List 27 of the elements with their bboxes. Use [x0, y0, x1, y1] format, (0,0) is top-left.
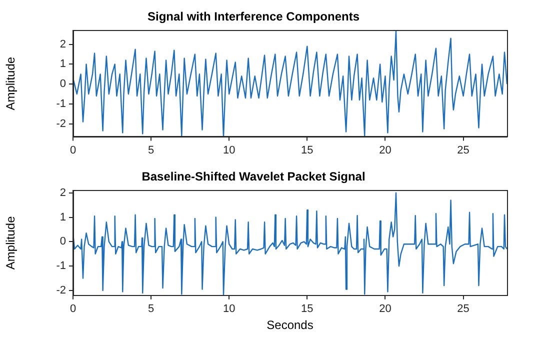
y-tick-label: 0: [60, 236, 66, 248]
x-tick-label: 5: [148, 303, 154, 316]
y-tick-label: 0: [60, 78, 66, 90]
y-tick-label: -2: [56, 118, 66, 130]
x-tick-label: 10: [222, 144, 236, 156]
chart-title: Baseline-Shifted Wavelet Packet Signal: [142, 170, 366, 184]
x-tick-label: 10: [222, 303, 236, 316]
x-tick-label: 15: [301, 144, 314, 156]
y-tick-label: -2: [56, 284, 66, 297]
y-tick-label: -1: [56, 260, 66, 272]
y-tick-label: 1: [60, 58, 66, 70]
x-axis-title: Seconds: [266, 318, 314, 332]
y-tick-label: 2: [60, 186, 66, 199]
x-tick-label: 15: [301, 303, 314, 316]
y-axis-title: Amplitude: [4, 216, 18, 270]
x-tick-label: 25: [457, 303, 470, 316]
x-tick-label: 20: [379, 144, 392, 156]
y-axis-title: Amplitude: [4, 56, 18, 110]
x-tick-label: 25: [457, 144, 470, 156]
x-tick-label: 20: [379, 303, 392, 316]
y-tick-label: 2: [60, 38, 66, 50]
x-tick-label: 0: [70, 303, 76, 316]
x-tick-label: 5: [148, 144, 154, 156]
y-tick-label: 1: [60, 211, 66, 224]
x-tick-label: 0: [70, 144, 76, 156]
y-tick-label: -1: [56, 98, 66, 110]
chart-title: Signal with Interference Components: [147, 10, 360, 24]
